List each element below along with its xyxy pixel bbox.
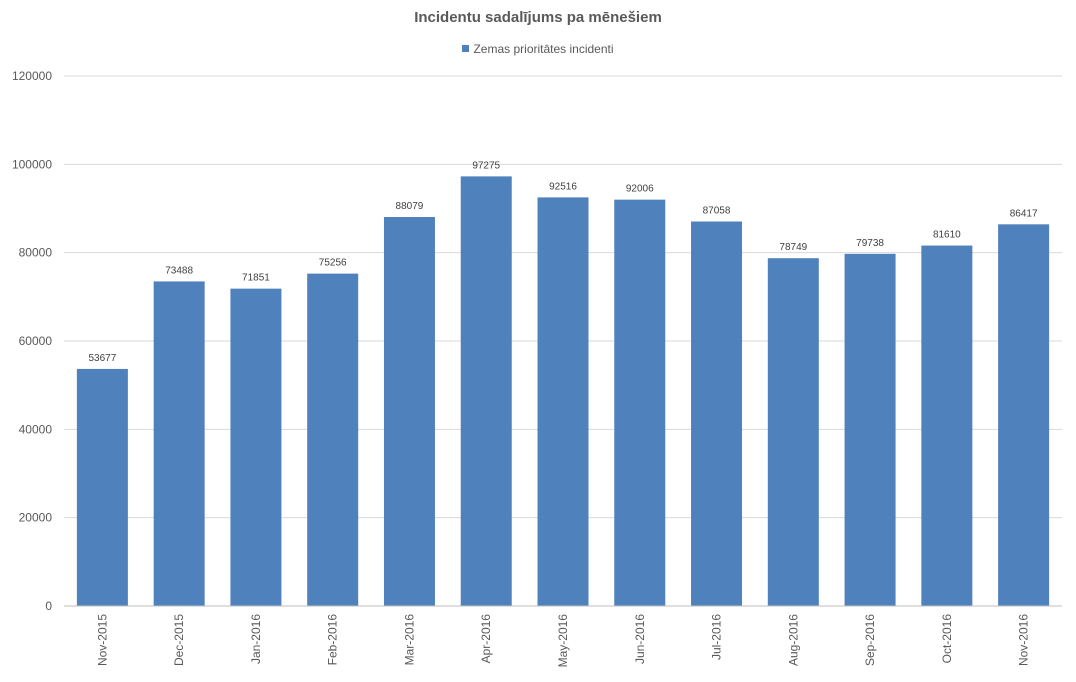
x-tick-label: Jul-2016 <box>710 614 724 660</box>
legend: Zemas prioritātes incidenti <box>0 42 1076 56</box>
x-tick-label: Dec-2015 <box>172 614 186 666</box>
data-label: 53677 <box>88 353 116 364</box>
x-axis-ticks: Nov-2015 Dec-2015 Jan-2016 Feb-2016 Mar-2016… <box>95 614 1030 668</box>
y-tick-label: 60000 <box>19 334 53 348</box>
x-tick-label: Mar-2016 <box>402 614 416 666</box>
data-labels: 53677 73488 71851 75256 88079 97275 92516 92006… <box>88 160 1037 364</box>
data-label: 75256 <box>319 258 347 269</box>
bar <box>844 253 896 606</box>
x-tick-label: Oct-2016 <box>940 614 954 664</box>
bar <box>537 197 589 606</box>
bar <box>307 273 359 606</box>
data-label: 88079 <box>396 201 424 212</box>
x-tick-label: Jan-2016 <box>249 614 263 664</box>
y-tick-label: 40000 <box>19 422 53 436</box>
data-label: 92516 <box>549 181 577 192</box>
bars <box>76 176 1050 606</box>
bar <box>230 288 282 606</box>
bar <box>460 176 512 606</box>
bar <box>691 221 743 606</box>
y-tick-label: 0 <box>45 599 52 613</box>
data-label: 81610 <box>933 230 961 241</box>
data-label: 87058 <box>703 205 731 216</box>
data-label: 86417 <box>1010 208 1038 219</box>
x-tick-label: Apr-2016 <box>479 614 493 664</box>
y-tick-label: 80000 <box>19 246 53 260</box>
bar <box>767 258 819 606</box>
x-tick-label: Jun-2016 <box>633 614 647 664</box>
bar <box>998 224 1050 606</box>
x-tick-label: Sep-2016 <box>863 614 877 666</box>
bar <box>614 199 666 606</box>
x-tick-label: May-2016 <box>556 614 570 668</box>
x-tick-label: Nov-2015 <box>95 614 109 666</box>
bar <box>76 368 128 606</box>
legend-label: Zemas prioritātes incidenti <box>473 42 614 56</box>
data-label: 71851 <box>242 273 270 284</box>
x-tick-label: Feb-2016 <box>326 614 340 666</box>
bar <box>383 216 435 606</box>
y-tick-label: 100000 <box>12 157 52 171</box>
y-axis-ticks: 0 20000 40000 60000 80000 100000 120000 <box>12 69 52 613</box>
bar <box>153 281 205 606</box>
chart-title: Incidentu sadalījums pa mēnešiem <box>414 9 662 26</box>
y-tick-label: 20000 <box>19 511 53 525</box>
data-label: 79738 <box>856 238 884 249</box>
bar <box>921 245 973 606</box>
data-label: 73488 <box>165 265 193 276</box>
data-label: 92006 <box>626 184 654 195</box>
x-tick-label: Nov-2016 <box>1017 614 1031 666</box>
y-tick-label: 120000 <box>12 69 52 83</box>
data-label: 97275 <box>472 160 500 171</box>
data-label: 78749 <box>779 242 807 253</box>
legend-swatch <box>462 45 470 52</box>
x-tick-label: Aug-2016 <box>786 614 800 666</box>
